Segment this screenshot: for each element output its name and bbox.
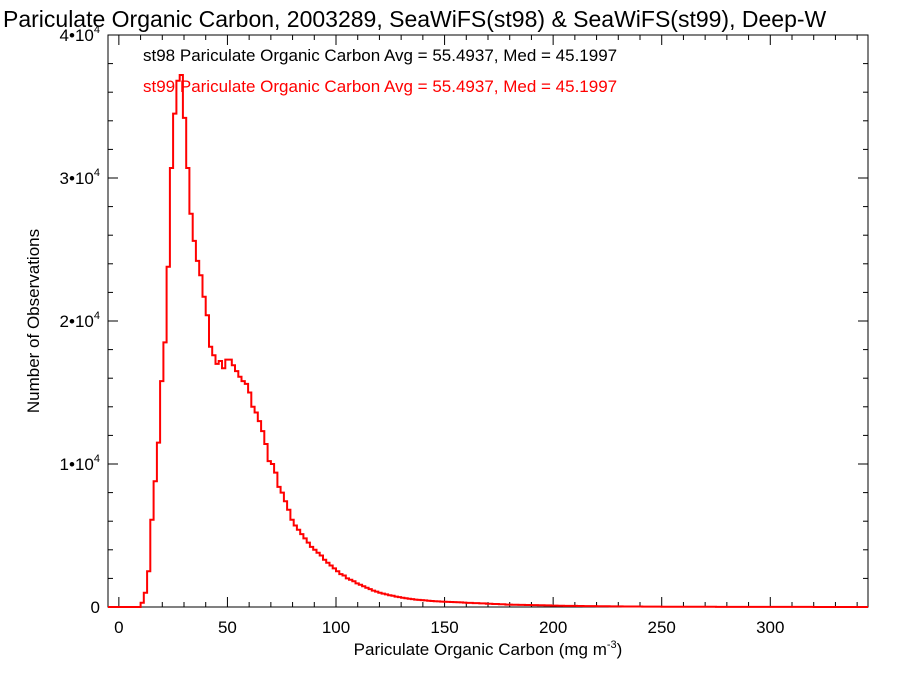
y-tick-exponent: 4 xyxy=(94,453,100,465)
x-tick-label: 0 xyxy=(114,618,123,637)
x-tick-label: 200 xyxy=(539,618,567,637)
x-axis-label-exponent: -3 xyxy=(607,639,617,651)
annotation-st98: st98 Pariculate Organic Carbon Avg = 55.… xyxy=(143,46,617,65)
x-axis-label: Pariculate Organic Carbon (mg m-3) xyxy=(354,639,623,659)
y-tick-exponent: 4 xyxy=(94,24,100,36)
annotation-st99: st99 Pariculate Organic Carbon Avg = 55.… xyxy=(143,77,617,96)
x-tick-label: 100 xyxy=(322,618,350,637)
y-tick-label: 3•104 xyxy=(60,167,100,188)
y-tick-label: 0 xyxy=(91,598,100,617)
series-st99-histogram xyxy=(108,74,868,608)
y-tick-mantissa: 0 xyxy=(91,598,100,617)
y-tick-mantissa: 2•10 xyxy=(60,312,94,331)
x-tick-label: 50 xyxy=(218,618,237,637)
x-axis-label-main: Pariculate Organic Carbon (mg m xyxy=(354,640,607,659)
y-tick-mantissa: 4•10 xyxy=(60,26,94,45)
x-tick-label: 300 xyxy=(756,618,784,637)
y-tick-label: 1•104 xyxy=(60,453,100,474)
y-tick-mantissa: 3•10 xyxy=(60,169,94,188)
plot-frame xyxy=(107,34,869,608)
y-tick-mantissa: 1•10 xyxy=(60,455,94,474)
chart-title: Pariculate Organic Carbon, 2003289, SeaW… xyxy=(3,6,827,32)
y-axis-label: Number of Observations xyxy=(24,229,43,413)
x-tick-labels: 0 50 100 150 200 250 300 xyxy=(114,618,784,637)
x-tick-label: 250 xyxy=(648,618,676,637)
y-tick-label: 4•104 xyxy=(60,24,100,45)
y-tick-label: 2•104 xyxy=(60,310,100,331)
y-tick-exponent: 4 xyxy=(94,310,100,322)
x-tick-label: 150 xyxy=(430,618,458,637)
axis-ticks xyxy=(108,34,868,608)
x-axis-label-close: ) xyxy=(617,640,623,659)
y-tick-exponent: 4 xyxy=(94,167,100,179)
